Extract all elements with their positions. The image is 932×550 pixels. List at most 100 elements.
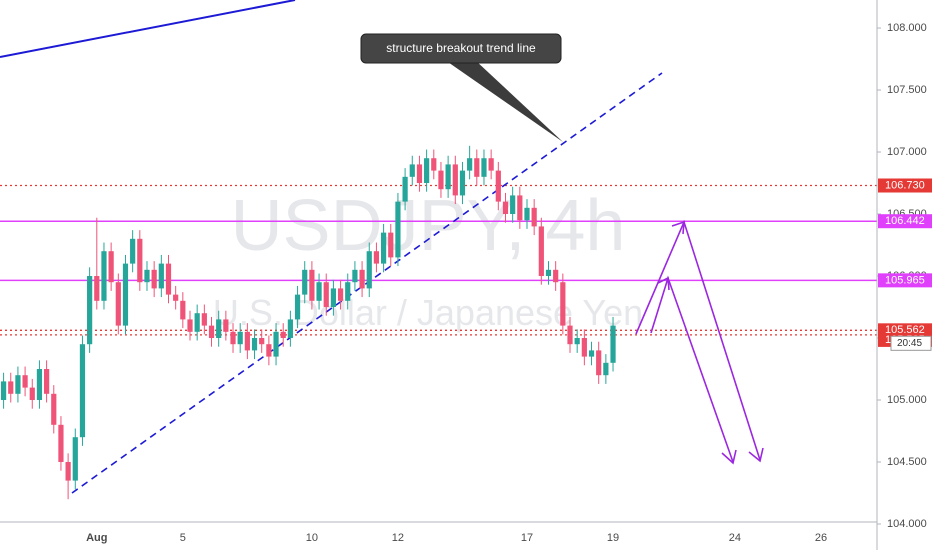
candle-body <box>531 207 537 227</box>
candle-body <box>273 331 279 357</box>
candle-body <box>502 201 509 215</box>
candle-body <box>302 269 308 295</box>
candles <box>0 145 616 500</box>
projection-arrows <box>635 219 764 465</box>
candle-body <box>481 158 487 177</box>
candle-body <box>87 276 93 345</box>
candle-body <box>467 158 473 171</box>
y-tick-label: 104.000 <box>887 518 927 530</box>
countdown-bg <box>890 335 932 351</box>
candle-body <box>208 325 215 339</box>
candle-body <box>251 338 258 351</box>
candle-body <box>395 201 401 258</box>
candle-body <box>122 263 129 326</box>
candle-body <box>130 238 136 264</box>
candle-body <box>0 381 7 401</box>
candle-body <box>144 269 150 283</box>
candle-body <box>259 338 265 345</box>
candle-body <box>294 294 301 320</box>
candle-body <box>488 158 494 171</box>
x-tick-label: 10 <box>306 532 318 544</box>
candle-body <box>137 238 143 283</box>
candle-body <box>187 319 193 332</box>
trend-line <box>0 0 296 58</box>
candle-body <box>380 232 387 264</box>
x-tick-label: 12 <box>392 532 404 544</box>
candle-body <box>373 251 380 264</box>
candle-body <box>8 381 14 394</box>
arrow-head <box>748 447 764 463</box>
candle-body <box>244 331 250 351</box>
candle-body <box>230 331 236 345</box>
candle-body <box>510 195 516 215</box>
y-tick-label: 107.500 <box>887 84 927 96</box>
candle-body <box>51 393 57 425</box>
candle-body <box>173 294 179 301</box>
candle-body <box>180 300 186 320</box>
candle-body <box>445 164 451 190</box>
candle-body <box>72 437 78 481</box>
candle-body <box>266 344 272 357</box>
y-tick-label: 104.500 <box>887 456 927 468</box>
candle-body <box>560 282 566 326</box>
candle-body <box>115 282 121 326</box>
candle-body <box>44 369 50 394</box>
x-tick-label: Aug <box>86 532 107 544</box>
candle-body <box>323 282 329 308</box>
candle-body <box>216 319 222 339</box>
x-tick-label: 5 <box>180 532 186 544</box>
watermark-title: USDJPY, 4h <box>231 186 626 266</box>
level-label-bg <box>878 214 932 229</box>
candle-body <box>309 269 315 301</box>
candle-body <box>151 269 157 289</box>
candle-body <box>345 282 351 301</box>
candle-body <box>402 176 408 202</box>
candle-body <box>22 375 28 388</box>
candle-body <box>237 331 243 345</box>
callout-pointer <box>445 60 563 142</box>
candle-body <box>388 232 394 258</box>
levels <box>0 184 877 336</box>
candle-body <box>101 251 107 301</box>
candle-body <box>416 164 423 184</box>
candle-body <box>438 170 444 190</box>
watermark-subtitle: U.S. Dollar / Japanese Yen <box>213 292 643 333</box>
candle-body <box>603 362 609 376</box>
candle-body <box>452 164 458 196</box>
candle-body <box>588 350 595 357</box>
candle-body <box>359 269 365 289</box>
candle-body <box>366 251 372 289</box>
callout-text: structure breakout trend line <box>386 41 536 55</box>
candle-body <box>108 251 114 283</box>
candle-body <box>79 344 86 438</box>
candle-body <box>352 269 358 283</box>
candle-body <box>280 331 286 339</box>
candle-body <box>474 158 480 177</box>
level-label: 105.965 <box>885 274 925 286</box>
candle-body <box>409 164 415 177</box>
candle-body <box>596 350 602 376</box>
candle-body <box>610 325 616 363</box>
candle-body <box>58 424 64 463</box>
candle-body <box>65 462 71 481</box>
candle-body <box>538 226 544 277</box>
candle-body <box>495 170 501 202</box>
candle-body <box>553 269 559 283</box>
arrow-head <box>657 276 670 291</box>
candle-body <box>459 170 466 196</box>
candle-body <box>36 369 43 401</box>
level-label: 106.442 <box>885 215 925 227</box>
candle-body <box>545 269 552 277</box>
candle-body <box>15 375 21 394</box>
level-label-bg <box>878 273 932 288</box>
y-tick-label: 108.000 <box>887 22 927 34</box>
y-tick-label: 107.000 <box>887 146 927 158</box>
y-tick-label: 105.000 <box>887 394 927 406</box>
candle-body <box>574 338 580 345</box>
candle-body <box>330 288 337 308</box>
candle-body <box>194 313 200 332</box>
candle-body <box>517 195 523 221</box>
axis: 104.000104.500105.000105.500106.000106.5… <box>86 22 932 544</box>
candle-body <box>431 158 437 171</box>
x-tick-label: 26 <box>815 532 827 544</box>
